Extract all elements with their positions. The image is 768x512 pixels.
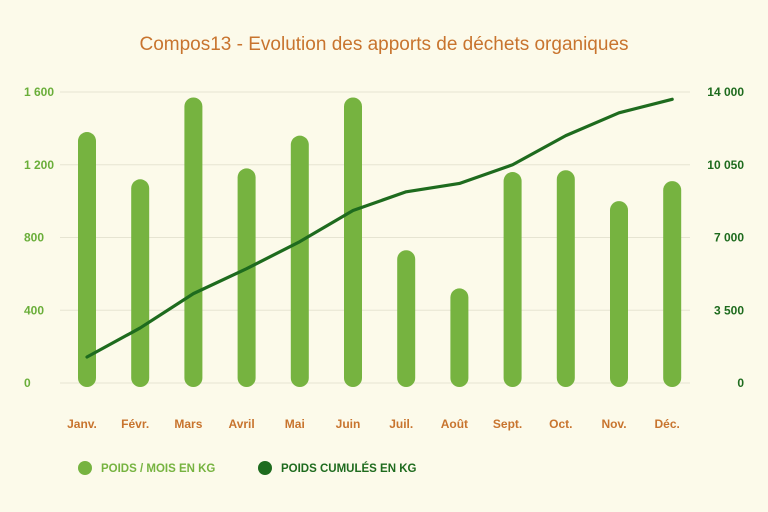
bar <box>450 288 469 387</box>
bar <box>344 97 362 388</box>
line-series <box>85 97 674 359</box>
x-axis: Janv. Févr. Mars Avril Mai Juin Juil. Août Sept.… <box>67 417 680 431</box>
bar <box>556 170 575 387</box>
y-right-tick-label: 0 <box>737 376 744 390</box>
legend-label-monthly: POIDS / MOIS EN KG <box>101 463 215 475</box>
y-left-tick-label: 1 200 <box>24 158 54 172</box>
x-tick-label: Oct. <box>549 417 572 431</box>
bar <box>503 172 522 387</box>
y-left-tick-label: 0 <box>24 376 31 390</box>
y-right-tick-label: 14 000 <box>707 85 744 99</box>
y-left-tick-label: 1 600 <box>24 85 54 99</box>
x-tick-label: Nov. <box>601 417 626 431</box>
x-tick-label: Déc. <box>655 417 680 431</box>
y-left-tick-label: 800 <box>24 231 44 245</box>
legend-swatch-monthly <box>78 461 92 475</box>
x-tick-label: Sept. <box>493 417 522 431</box>
x-tick-label: Mai <box>285 417 305 431</box>
bar <box>663 181 682 387</box>
legend: POIDS / MOIS EN KG POIDS CUMULÉS EN KG <box>78 461 417 475</box>
bar <box>610 201 628 387</box>
bar <box>237 168 256 387</box>
y-right-tick-label: 7 000 <box>714 231 744 245</box>
x-tick-label: Mars <box>174 417 202 431</box>
x-tick-label: Janv. <box>67 417 97 431</box>
legend-swatch-cumulative <box>258 461 272 475</box>
x-tick-label: Août <box>441 417 468 431</box>
y-axis-left: 0 400 800 1 200 1 600 <box>24 85 54 390</box>
x-tick-label: Févr. <box>121 417 149 431</box>
bar <box>131 179 150 387</box>
bar <box>78 132 96 387</box>
bar <box>290 135 309 387</box>
y-right-tick-label: 3 500 <box>714 303 744 317</box>
x-tick-label: Juin <box>336 417 361 431</box>
y-axis-right: 0 3 500 7 000 10 050 14 000 <box>707 85 744 390</box>
bar <box>397 250 416 387</box>
y-left-tick-label: 400 <box>24 303 44 317</box>
bar-series <box>78 97 682 388</box>
cumulative-line <box>85 97 674 359</box>
y-right-tick-label: 10 050 <box>707 158 744 172</box>
chart-title: Compos13 - Evolution des apports de déch… <box>139 34 628 55</box>
legend-label-cumulative: POIDS CUMULÉS EN KG <box>281 462 417 475</box>
x-tick-label: Juil. <box>389 417 413 431</box>
bar <box>184 97 203 388</box>
grid-lines <box>60 91 690 384</box>
x-tick-label: Avril <box>228 417 254 431</box>
